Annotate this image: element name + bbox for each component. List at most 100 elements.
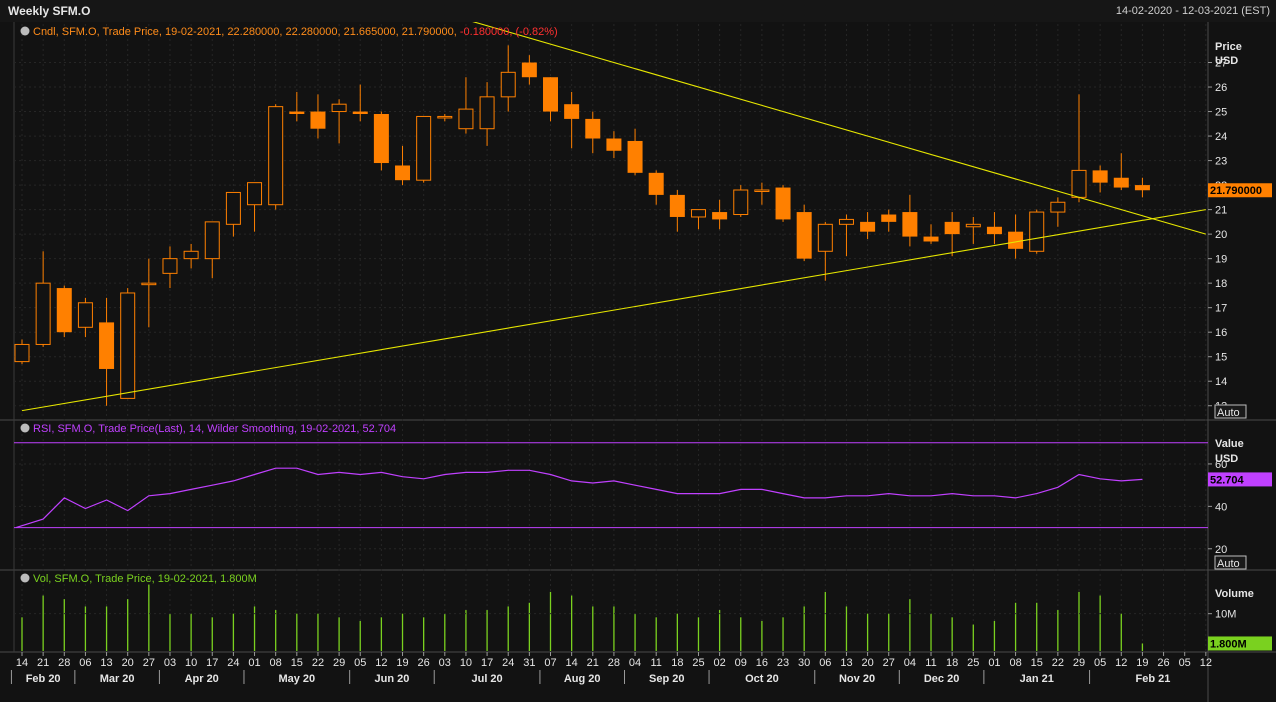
candle [352, 84, 368, 122]
week-tick-label: 29 [1073, 657, 1085, 669]
week-tick-label: 04 [629, 657, 641, 669]
week-tick-label: 12 [1200, 657, 1212, 669]
date-range: 14-02-2020 - 12-03-2021 (EST) [1115, 5, 1270, 17]
candle [373, 111, 389, 171]
month-label: Mar 20 [100, 673, 135, 685]
week-tick-label: 01 [988, 657, 1000, 669]
legend-toggle-icon[interactable] [20, 26, 30, 36]
candle [796, 204, 812, 262]
price-tick-label: 24 [1215, 131, 1227, 143]
month-label: Jun 20 [375, 673, 410, 685]
chart-canvas[interactable]: 13 14 15 16 17 18 19 20 21 22 23 24 25 26 27 Cndl, SFM… [0, 22, 1276, 702]
volume-legend[interactable]: Vol, SFM.O, Trade Price, 19-02-2021, 1.8… [20, 573, 257, 585]
week-tick-label: 03 [439, 657, 451, 669]
rsi-legend[interactable]: RSI, SFM.O, Trade Price(Last), 14, Wilde… [20, 423, 397, 435]
week-tick-label: 14 [566, 657, 578, 669]
candle [310, 94, 326, 139]
week-tick-label: 29 [333, 657, 345, 669]
candle [1029, 209, 1045, 254]
candle [690, 209, 706, 230]
candle [564, 91, 580, 149]
window-title: Weekly SFM.O [8, 4, 91, 18]
week-tick-label: 18 [671, 657, 683, 669]
price-tick-label: 25 [1215, 107, 1227, 119]
price-panel: 131415161718192021222324252627 [14, 22, 1227, 413]
candle [881, 209, 897, 232]
price-tick-label: 23 [1215, 156, 1227, 168]
candle [225, 191, 241, 237]
rsi-tick-label: 60 [1215, 459, 1227, 471]
price-tick-label: 17 [1215, 303, 1227, 315]
price-change-text: -0.180000, (-0.82%) [460, 26, 558, 38]
rsi-auto-button[interactable]: Auto [1214, 555, 1247, 570]
candle [395, 145, 411, 186]
week-tick-label: 23 [777, 657, 789, 669]
candle [437, 114, 453, 122]
rsi-last-label: 52.704 [1210, 474, 1245, 486]
week-tick-label: 26 [418, 657, 430, 669]
volume-panel [14, 584, 1212, 651]
candle [902, 194, 918, 247]
week-tick-label: 10 [185, 657, 197, 669]
price-tick-label: 14 [1215, 376, 1227, 388]
volume-tick-label: 10M [1215, 609, 1236, 621]
price-last-marker: 21.790000 [1208, 183, 1272, 198]
week-tick-label: 08 [1009, 657, 1021, 669]
candle [183, 243, 199, 269]
week-tick-label: 25 [967, 657, 979, 669]
price-tick-label: 26 [1215, 82, 1227, 94]
candle [838, 214, 854, 257]
rsi-panel: 20 40 60 [14, 442, 1227, 556]
week-tick-label: 28 [608, 657, 620, 669]
candle [521, 55, 537, 85]
candle [1008, 214, 1024, 259]
week-tick-label: 14 [16, 657, 28, 669]
rsi-axis-unit: USD [1215, 453, 1238, 465]
candle [669, 190, 685, 232]
rsi-tick-label: 20 [1215, 544, 1227, 556]
price-legend[interactable]: Cndl, SFM.O, Trade Price, 19-02-2021, 22… [20, 26, 558, 38]
candle [1050, 197, 1066, 227]
candle [923, 224, 939, 244]
price-tick-label: 21 [1215, 205, 1227, 217]
week-tick-label: 15 [1031, 657, 1043, 669]
week-tick-label: 12 [1115, 657, 1127, 669]
week-tick-label: 19 [1136, 657, 1148, 669]
price-legend-text: Cndl, SFM.O, Trade Price, 19-02-2021, 22… [33, 26, 460, 38]
week-tick-label: 13 [840, 657, 852, 669]
price-tick-label: 20 [1215, 229, 1227, 241]
price-tick-label: 16 [1215, 327, 1227, 339]
week-tick-label: 18 [946, 657, 958, 669]
rsi-auto-label: Auto [1217, 558, 1240, 570]
week-tick-label: 24 [227, 657, 239, 669]
week-tick-label: 30 [798, 657, 810, 669]
trendline[interactable] [445, 22, 1206, 235]
week-tick-label: 17 [481, 657, 493, 669]
price-auto-label: Auto [1217, 407, 1240, 419]
candle [712, 199, 728, 230]
candle [479, 82, 495, 146]
candle [120, 288, 136, 399]
window-header: Weekly SFM.O 14-02-2020 - 12-03-2021 (ES… [0, 0, 1276, 23]
trendline[interactable] [21, 209, 1206, 412]
candle [204, 221, 220, 279]
legend-toggle-icon[interactable] [20, 573, 30, 583]
price-axis-unit: USD [1215, 55, 1238, 67]
candle [817, 221, 833, 281]
legend-toggle-icon[interactable] [20, 423, 30, 433]
rsi-series-line [15, 467, 1143, 529]
week-tick-label: 12 [375, 657, 387, 669]
week-tick-label: 05 [1094, 657, 1106, 669]
week-tick-label: 20 [122, 657, 134, 669]
week-tick-label: 06 [79, 657, 91, 669]
month-label: Nov 20 [839, 673, 875, 685]
price-auto-button[interactable]: Auto [1214, 404, 1247, 419]
rsi-last-marker: 52.704 [1208, 472, 1272, 487]
candle [606, 131, 622, 159]
month-label: Dec 20 [924, 673, 959, 685]
week-tick-label: 25 [692, 657, 704, 669]
candle [500, 45, 516, 112]
candle [986, 212, 1002, 244]
svg-text:Cndl, SFM.O, Trade Price, 19-0: Cndl, SFM.O, Trade Price, 19-02-2021, 22… [33, 26, 558, 38]
